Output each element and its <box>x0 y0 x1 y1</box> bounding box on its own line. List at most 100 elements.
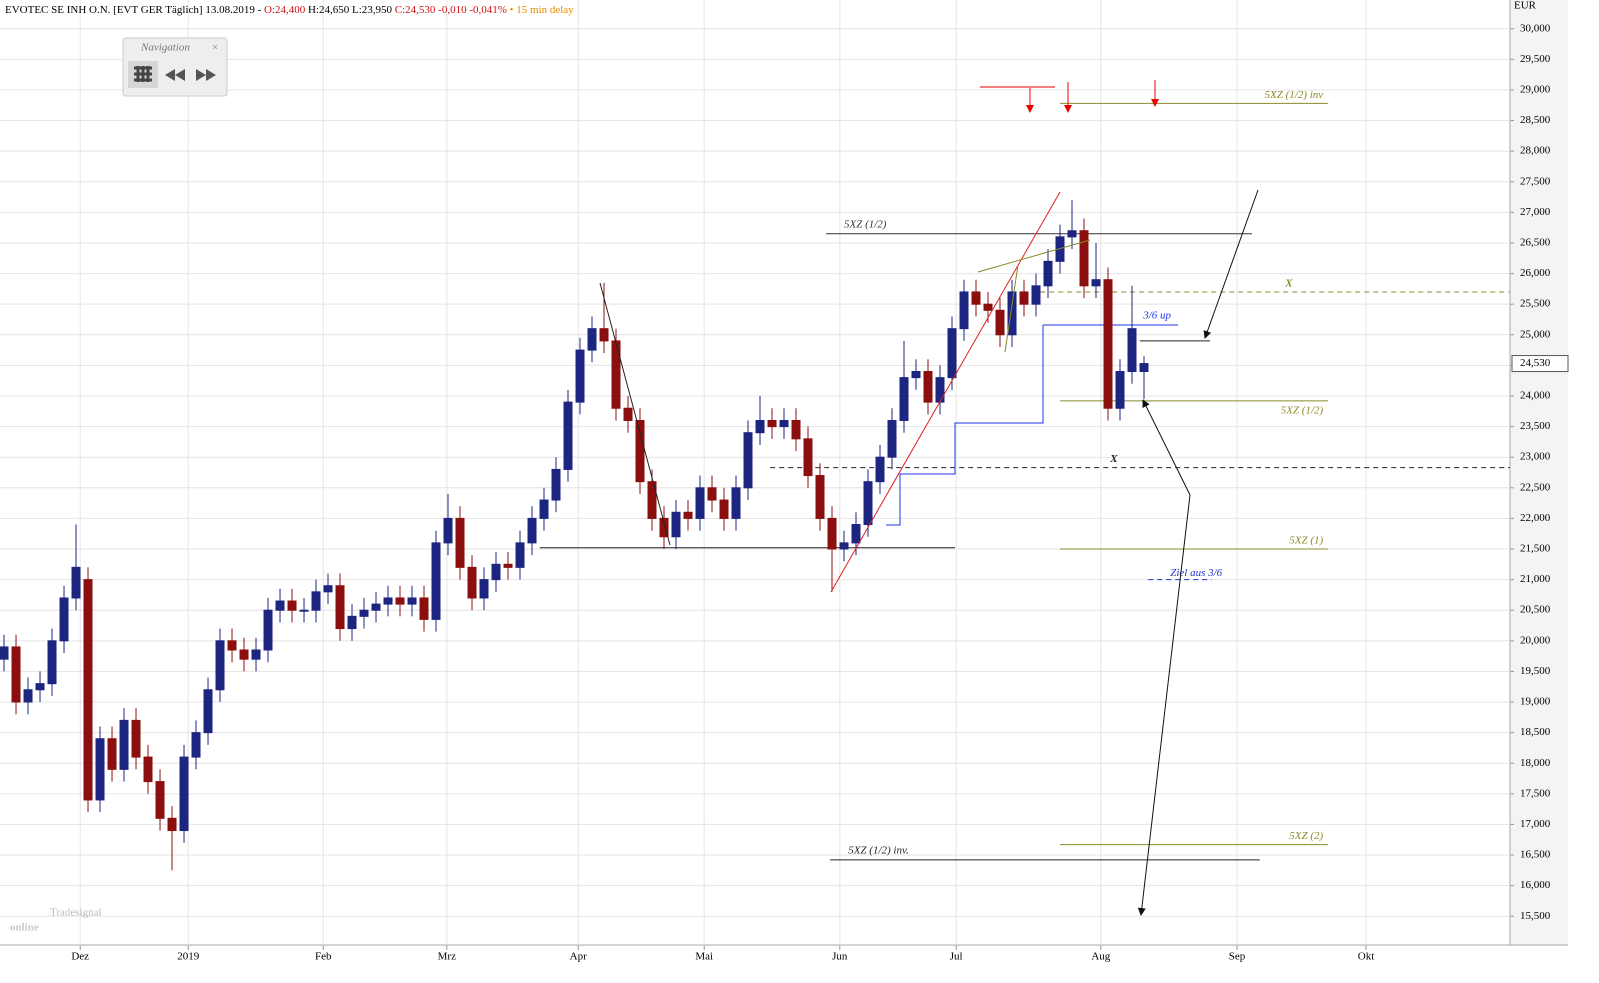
candle-body <box>131 719 141 758</box>
candle-body <box>359 609 369 617</box>
candle-body <box>155 781 165 819</box>
candle-body <box>515 542 525 568</box>
nav-close[interactable]: × <box>212 42 218 54</box>
candle-body <box>743 432 753 489</box>
step-line <box>886 325 1044 526</box>
x-tick-label: Jun <box>832 951 848 963</box>
candle-body <box>959 291 969 330</box>
level-label: 5XZ (1/2) <box>1281 404 1324 416</box>
candle-body <box>1079 230 1089 287</box>
candle-body <box>0 646 9 660</box>
candle-body <box>1115 371 1125 409</box>
drawings <box>599 80 1259 916</box>
watermark-name: online <box>10 922 39 934</box>
candle-body <box>911 371 921 379</box>
header-high-low: H:24,650 L:23,950 <box>308 4 393 16</box>
candle-body <box>299 609 309 612</box>
y-tick-label: 15,500 <box>1520 910 1551 922</box>
header-close: C:24,530 -0,010 -0,041% <box>395 4 507 16</box>
candle-body <box>1031 285 1041 305</box>
y-tick-label: 21,000 <box>1520 573 1551 585</box>
plot-area <box>0 0 1510 945</box>
channel-line <box>977 239 1091 273</box>
nav-back[interactable] <box>165 69 185 81</box>
y-tick-label: 29,000 <box>1520 84 1551 96</box>
y-tick-label: 26,500 <box>1520 237 1551 249</box>
candle-body <box>119 719 129 770</box>
candle-body <box>827 517 837 550</box>
y-tick-label: 20,500 <box>1520 604 1551 616</box>
candle-body <box>971 291 981 305</box>
x-tick-label: Apr <box>570 951 587 963</box>
candle-body <box>1127 328 1137 373</box>
candle-body <box>575 349 585 403</box>
x-tick-label: Mrz <box>438 951 456 963</box>
level-label: 3/6 up <box>1142 310 1171 322</box>
channel-line <box>1004 264 1019 353</box>
y-tick-label: 19,500 <box>1520 665 1551 677</box>
candle-body <box>227 640 237 651</box>
candle-body <box>851 524 861 544</box>
y-axis-area <box>1510 0 1568 945</box>
y-tick-label: 28,500 <box>1520 114 1551 126</box>
candle-body <box>1007 291 1017 336</box>
candle-body <box>47 640 57 685</box>
candle-body <box>23 689 33 703</box>
last-price-label: 24,530 <box>1520 357 1551 369</box>
candle-body <box>875 456 885 483</box>
y-tick-label: 23,000 <box>1520 451 1551 463</box>
y-tick-label: 16,000 <box>1520 879 1551 891</box>
candle-body <box>923 371 933 403</box>
candle-body <box>635 419 645 483</box>
candle-body <box>671 511 681 538</box>
candle-body <box>263 609 273 651</box>
candle-body <box>383 597 393 605</box>
nav-forward[interactable] <box>196 69 216 81</box>
candle-body <box>191 732 201 758</box>
candle-body <box>1091 279 1101 287</box>
trend-line <box>830 191 1061 593</box>
candle-body <box>599 328 609 342</box>
navigation-widget: Navigation × <box>122 37 228 97</box>
candle-body <box>407 597 417 605</box>
candle-body <box>1019 291 1029 305</box>
candle-body <box>335 585 345 630</box>
y-tick-label: 30,000 <box>1520 22 1551 34</box>
candle-body <box>59 597 69 642</box>
candle-body <box>563 401 573 470</box>
candle-body <box>731 487 741 519</box>
trend-line <box>599 282 671 546</box>
y-tick-label: 19,000 <box>1520 696 1551 708</box>
level-label: Ziel aus 3/6 <box>1170 567 1222 579</box>
x-tick-label: Aug <box>1091 951 1110 963</box>
nav-title: Navigation <box>140 42 190 54</box>
candle-body <box>1067 230 1077 238</box>
candle-body <box>287 600 297 611</box>
x-tick-label: Okt <box>1358 951 1375 963</box>
y-tick-label: 18,000 <box>1520 757 1551 769</box>
y-tick-label: 24,000 <box>1520 390 1551 402</box>
header: EVOTEC SE INH O.N. [EVT GER Täglich] 13.… <box>5 4 574 16</box>
y-tick-label: 17,500 <box>1520 787 1551 799</box>
y-tick-label: 25,000 <box>1520 328 1551 340</box>
candle-body <box>107 738 117 770</box>
candle-body <box>791 419 801 440</box>
candle-body <box>347 615 357 630</box>
watermark-brand: Tradesignal <box>50 907 102 919</box>
unit-label: EUR <box>1514 0 1537 12</box>
candle-body <box>659 517 669 538</box>
y-tick-label: 22,000 <box>1520 512 1551 524</box>
candle-body <box>695 487 705 519</box>
level-label: 5XZ (1/2) inv. <box>848 844 909 856</box>
candle-body <box>551 468 561 501</box>
candle-body <box>323 585 333 593</box>
candle-body <box>839 542 849 550</box>
candle-body <box>251 649 261 660</box>
candle-body <box>215 640 225 691</box>
level-label: 5XZ (2) <box>1289 830 1323 842</box>
candle-body <box>887 419 897 458</box>
y-tick-label: 29,500 <box>1520 53 1551 65</box>
candle-body <box>587 328 597 351</box>
y-tick-label: 21,500 <box>1520 543 1551 555</box>
x-tick-label: Jul <box>950 951 963 963</box>
